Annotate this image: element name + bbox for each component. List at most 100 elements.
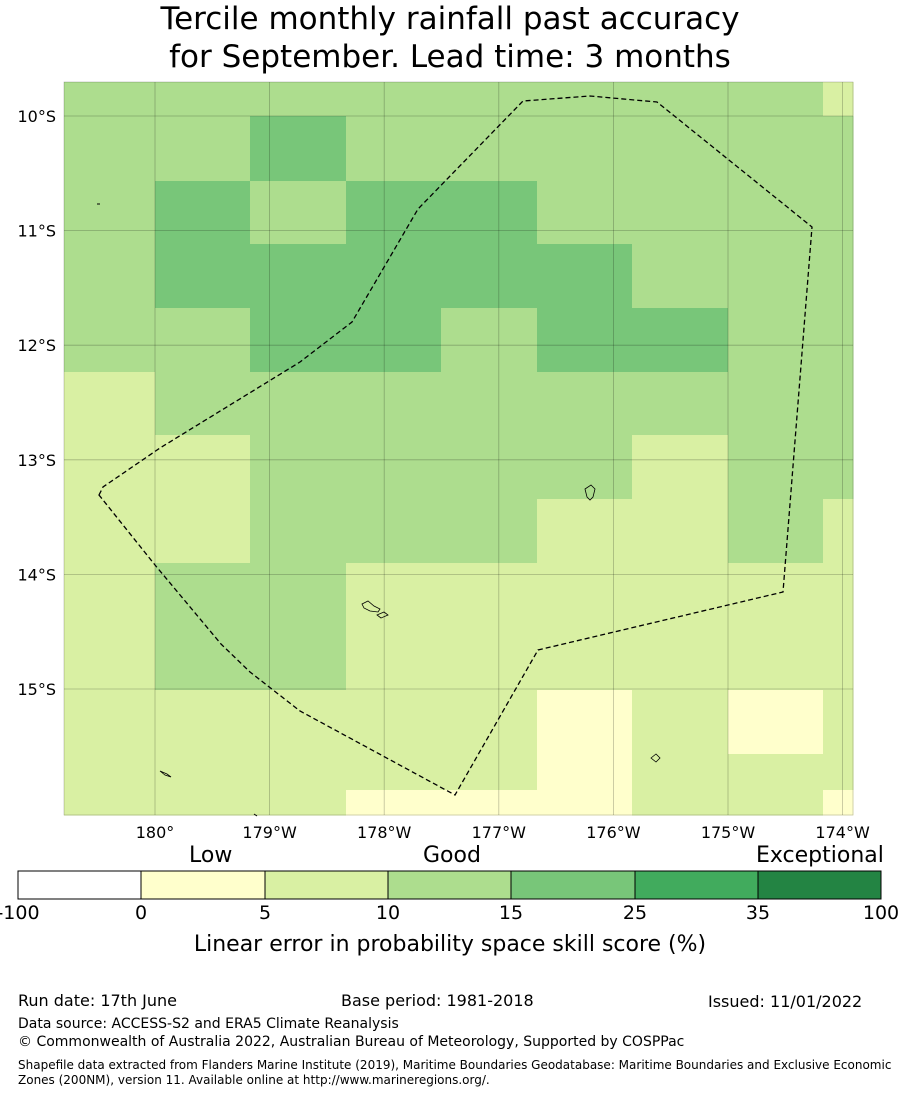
grid-cell — [728, 372, 824, 436]
grid-cell — [346, 181, 442, 245]
grid-cell — [537, 308, 633, 373]
grid-cell — [441, 308, 538, 373]
grid-cell — [823, 790, 854, 816]
grid-cell — [537, 116, 633, 182]
grid-cell — [250, 690, 347, 755]
grid-cell — [632, 181, 729, 245]
grid-cell — [537, 754, 633, 791]
grid-cell — [537, 435, 633, 500]
base-period: Base period: 1981-2018 — [341, 991, 534, 1010]
title-line-1: Tercile monthly rainfall past accuracy — [160, 1, 740, 37]
grid-cell — [346, 499, 442, 564]
grid-cell — [250, 308, 347, 373]
grid-cell — [155, 690, 251, 755]
grid-cell — [346, 626, 442, 691]
grid-cell — [728, 82, 824, 117]
grid-cell — [441, 563, 538, 627]
grid-cell — [632, 308, 729, 373]
grid-cell — [250, 372, 347, 436]
grid-cell — [155, 181, 251, 245]
run-date: Run date: 17th June — [18, 991, 178, 1010]
grid-cell — [823, 372, 854, 436]
grid-cell — [537, 181, 633, 245]
grid-cell — [346, 754, 442, 791]
colorbar-word-good: Good — [423, 843, 481, 868]
grid-cell — [155, 435, 251, 500]
grid-cell — [250, 754, 347, 791]
grid-cell — [537, 690, 633, 755]
grid-cell — [250, 626, 347, 691]
grid-cell — [823, 308, 854, 373]
grid-cell — [346, 372, 442, 436]
grid-cell — [823, 563, 854, 627]
grid-cell — [632, 626, 729, 691]
grid-cell — [250, 499, 347, 564]
grid-cell — [537, 563, 633, 627]
grid-cell — [250, 82, 347, 117]
grid-cell — [250, 790, 347, 816]
colorbar-tick: 5 — [258, 902, 272, 924]
grid-cell — [441, 626, 538, 691]
longitude-label: 179°W — [242, 823, 297, 842]
colorbar-tick: 10 — [375, 902, 401, 924]
grid-cell — [346, 308, 442, 373]
grid-cell — [632, 690, 729, 755]
colorbar-segment — [17, 870, 142, 900]
grid-cell — [64, 308, 156, 373]
grid-cell — [728, 244, 824, 309]
grid-cell — [441, 790, 538, 816]
colorbar-segment — [510, 870, 636, 900]
grid-cell — [155, 372, 251, 436]
grid-cell — [441, 244, 538, 309]
grid-cell — [728, 499, 824, 564]
grid-cell — [250, 181, 347, 245]
grid-cell — [441, 499, 538, 564]
colorbar-word-low: Low — [189, 843, 233, 868]
longitude-label: 175°W — [701, 823, 756, 842]
grid-cell — [823, 181, 854, 245]
colorbar-tick: 15 — [498, 902, 524, 924]
grid-cell — [64, 372, 156, 436]
issued-date: Issued: 11/01/2022 — [708, 992, 863, 1011]
map-frame — [63, 81, 854, 816]
grid-cell — [64, 244, 156, 309]
copyright-notice: © Commonwealth of Australia 2022, Austra… — [18, 1034, 685, 1050]
grid-cell — [728, 181, 824, 245]
grid-cell — [823, 499, 854, 564]
grid-cell — [823, 116, 854, 182]
grid-cell — [64, 435, 156, 500]
longitude-label: 177°W — [472, 823, 527, 842]
grid-cell — [632, 790, 729, 816]
grid-cell — [64, 499, 156, 564]
grid-cell — [728, 754, 824, 791]
latitude-label: 15°S — [17, 680, 56, 699]
grid-cell — [155, 244, 251, 309]
eez-boundary — [98, 95, 813, 796]
grid-cell — [441, 435, 538, 500]
grid-cell — [155, 499, 251, 564]
longitude-label: 176°W — [586, 823, 641, 842]
colorbar-label: Linear error in probability space skill … — [193, 932, 707, 957]
latitude-label: 12°S — [17, 336, 56, 355]
grid-cell — [632, 82, 729, 117]
grid-cell — [728, 116, 824, 182]
grid-cell — [250, 563, 347, 627]
colorbar-tick: 0 — [134, 902, 148, 924]
grid-cell — [64, 626, 156, 691]
grid-cell — [823, 82, 854, 117]
grid-cell — [64, 690, 156, 755]
grid-cell — [823, 690, 854, 755]
grid-cell — [64, 181, 156, 245]
colorbar-segment — [140, 870, 266, 900]
grid-cell — [728, 690, 824, 755]
grid-cell — [64, 790, 156, 816]
longitude-label: 174°W — [815, 823, 870, 842]
grid-cell — [632, 244, 729, 309]
grid-cell — [250, 435, 347, 500]
grid-cell — [346, 435, 442, 500]
grid-cell — [441, 754, 538, 791]
grid-cell — [823, 626, 854, 691]
title-line-2: for September. Lead time: 3 months — [169, 39, 731, 75]
grid-cell — [728, 435, 824, 500]
